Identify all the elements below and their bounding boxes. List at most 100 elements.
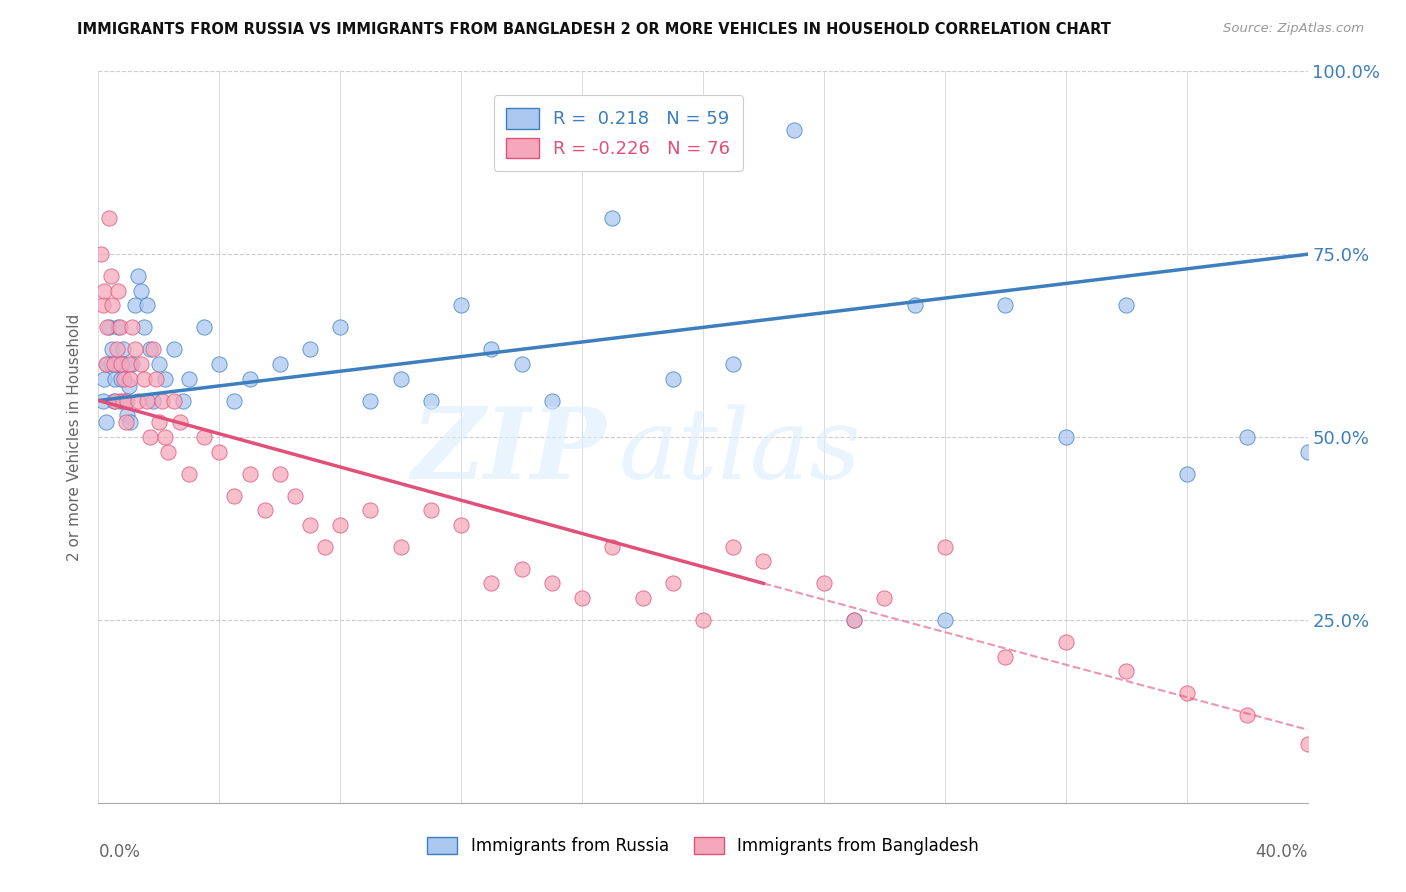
- Point: [661, 371, 683, 385]
- Point: [90, 247, 112, 261]
- Point: [148, 416, 170, 430]
- Point: [139, 343, 162, 357]
- Point: [540, 576, 562, 591]
- Point: [118, 357, 141, 371]
- Text: 40.0%: 40.0%: [1256, 843, 1308, 861]
- Point: [360, 503, 382, 517]
- Point: [114, 393, 136, 408]
- Point: [105, 357, 128, 371]
- Point: [139, 430, 162, 444]
- Point: [1115, 664, 1137, 678]
- Point: [994, 649, 1017, 664]
- Point: [602, 540, 624, 554]
- Point: [100, 269, 122, 284]
- Point: [481, 343, 503, 357]
- Point: [103, 357, 125, 371]
- Point: [98, 320, 121, 334]
- Point: [284, 489, 307, 503]
- Point: [602, 211, 624, 225]
- Point: [783, 123, 806, 137]
- Point: [91, 298, 114, 312]
- Point: [360, 393, 382, 408]
- Point: [1296, 737, 1319, 751]
- Text: IMMIGRANTS FROM RUSSIA VS IMMIGRANTS FROM BANGLADESH 2 OR MORE VEHICLES IN HOUSE: IMMIGRANTS FROM RUSSIA VS IMMIGRANTS FRO…: [77, 22, 1111, 37]
- Point: [420, 503, 443, 517]
- Point: [121, 357, 143, 371]
- Point: [1054, 430, 1077, 444]
- Point: [172, 393, 194, 408]
- Point: [510, 562, 533, 576]
- Point: [120, 416, 142, 430]
- Point: [153, 371, 176, 385]
- Point: [107, 320, 129, 334]
- Point: [269, 467, 291, 481]
- Point: [153, 430, 176, 444]
- Point: [1175, 467, 1198, 481]
- Point: [110, 371, 132, 385]
- Point: [314, 540, 336, 554]
- Point: [934, 540, 956, 554]
- Point: [844, 613, 866, 627]
- Point: [389, 540, 412, 554]
- Point: [631, 591, 654, 605]
- Point: [112, 357, 135, 371]
- Point: [481, 576, 503, 591]
- Point: [101, 343, 124, 357]
- Point: [142, 393, 165, 408]
- Point: [118, 379, 141, 393]
- Point: [100, 357, 122, 371]
- Point: [94, 416, 117, 430]
- Point: [253, 503, 276, 517]
- Point: [844, 613, 866, 627]
- Point: [108, 393, 131, 408]
- Point: [163, 343, 186, 357]
- Point: [150, 393, 173, 408]
- Point: [1236, 708, 1258, 723]
- Point: [105, 343, 128, 357]
- Text: Source: ZipAtlas.com: Source: ZipAtlas.com: [1223, 22, 1364, 36]
- Text: atlas: atlas: [619, 404, 860, 500]
- Point: [450, 517, 472, 532]
- Point: [115, 408, 138, 422]
- Point: [96, 357, 118, 371]
- Point: [104, 393, 127, 408]
- Point: [193, 320, 215, 334]
- Point: [904, 298, 927, 312]
- Point: [114, 416, 136, 430]
- Legend: Immigrants from Russia, Immigrants from Bangladesh: Immigrants from Russia, Immigrants from …: [420, 830, 986, 862]
- Point: [163, 393, 186, 408]
- Point: [239, 467, 262, 481]
- Point: [103, 393, 125, 408]
- Point: [121, 320, 143, 334]
- Point: [132, 320, 155, 334]
- Point: [224, 489, 246, 503]
- Point: [94, 357, 117, 371]
- Point: [873, 591, 896, 605]
- Point: [1175, 686, 1198, 700]
- Point: [540, 393, 562, 408]
- Point: [208, 357, 231, 371]
- Y-axis label: 2 or more Vehicles in Household: 2 or more Vehicles in Household: [67, 313, 83, 561]
- Point: [129, 284, 152, 298]
- Point: [1236, 430, 1258, 444]
- Point: [93, 371, 115, 385]
- Point: [127, 393, 149, 408]
- Point: [96, 320, 118, 334]
- Point: [723, 540, 745, 554]
- Point: [208, 444, 231, 458]
- Point: [813, 576, 835, 591]
- Point: [692, 613, 714, 627]
- Point: [1054, 635, 1077, 649]
- Point: [135, 393, 157, 408]
- Legend: R =  0.218   N = 59, R = -0.226   N = 76: R = 0.218 N = 59, R = -0.226 N = 76: [494, 95, 742, 171]
- Point: [98, 211, 121, 225]
- Point: [142, 343, 165, 357]
- Point: [1115, 298, 1137, 312]
- Point: [111, 343, 134, 357]
- Point: [269, 357, 291, 371]
- Point: [239, 371, 262, 385]
- Text: 0.0%: 0.0%: [98, 843, 141, 861]
- Point: [145, 371, 167, 385]
- Point: [723, 357, 745, 371]
- Point: [510, 357, 533, 371]
